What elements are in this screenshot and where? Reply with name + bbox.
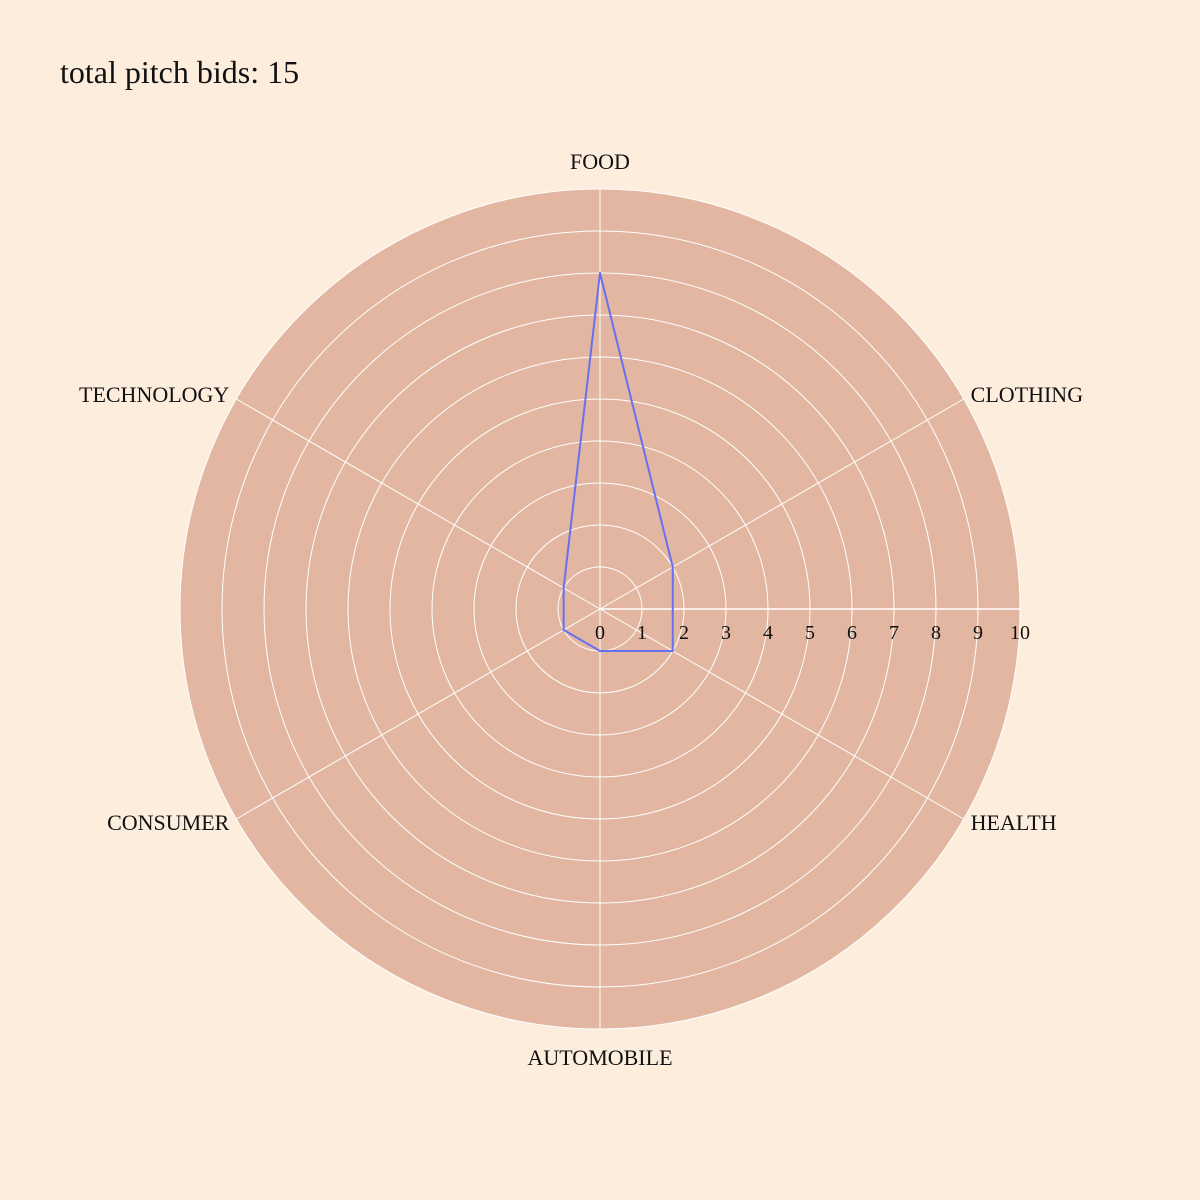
angular-tick-label: CONSUMER [107, 810, 230, 835]
angular-tick-label: AUTOMOBILE [527, 1045, 672, 1070]
angular-tick-label: TECHNOLOGY [79, 382, 229, 407]
radial-tick-label: 4 [763, 622, 773, 644]
radial-tick-label: 6 [847, 622, 857, 644]
radial-tick-label: 7 [889, 622, 899, 644]
angular-gridline [599, 608, 964, 820]
radial-tick-label: 9 [973, 622, 983, 644]
radial-tick-label: 5 [805, 622, 815, 644]
data-point [599, 650, 601, 652]
data-point [599, 272, 601, 274]
angular-tick-label: FOOD [570, 149, 630, 174]
radial-tick-label: 0 [595, 622, 605, 644]
chart-title: total pitch bids: 15 [60, 54, 300, 90]
angular-tick-label: HEALTH [971, 810, 1057, 835]
radial-tick-label: 3 [721, 622, 731, 644]
radial-tick-label: 10 [1010, 622, 1030, 644]
angular-gridline [236, 608, 601, 820]
data-point [562, 587, 565, 589]
data-point [671, 566, 674, 568]
angular-gridline [236, 398, 601, 610]
angular-tick-label: CLOTHING [971, 382, 1084, 407]
radial-tick-label: 1 [637, 622, 647, 644]
angular-gridline [599, 398, 964, 610]
data-point [671, 650, 674, 652]
radial-tick-label: 8 [931, 622, 941, 644]
radial-tick-label: 2 [679, 622, 689, 644]
data-point [562, 629, 565, 631]
